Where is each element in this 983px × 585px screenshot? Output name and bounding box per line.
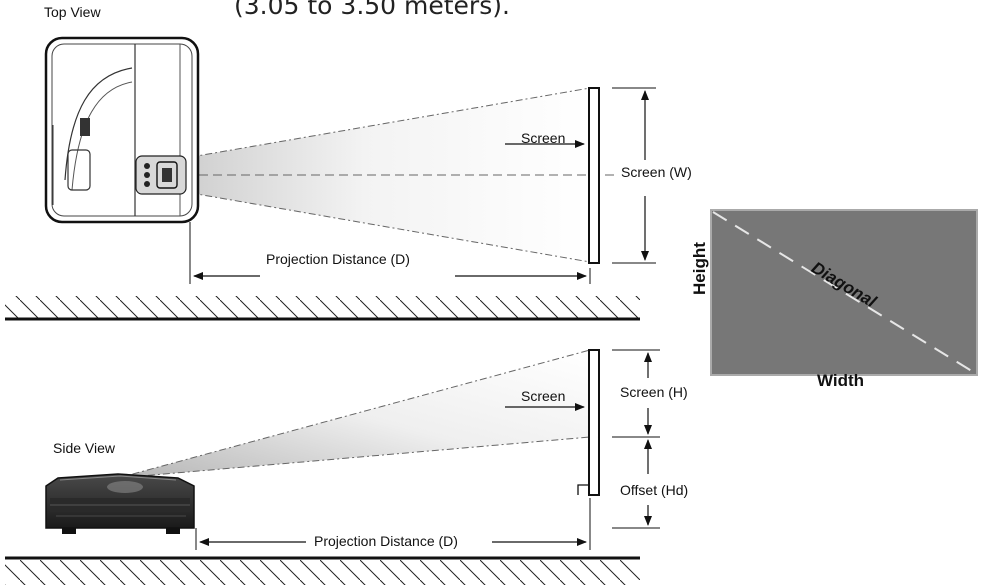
side-view-screen	[577, 349, 600, 496]
top-view-screen-label: Screen	[521, 130, 566, 146]
side-view-offset-label: Offset (Hd)	[617, 482, 692, 498]
side-view-distance-label: Projection Distance (D)	[311, 533, 461, 549]
header-cropped-text: (3.05 to 3.50 meters).	[234, 0, 510, 20]
side-view-beam	[117, 349, 591, 479]
top-view-screen	[588, 87, 600, 264]
top-view-screen-width-label: Screen (W)	[618, 164, 695, 180]
screen-size-diagram	[710, 209, 978, 376]
side-view-screen-label: Screen	[521, 388, 566, 404]
top-view-title: Top View	[44, 4, 101, 20]
side-view-screen-height-label: Screen (H)	[617, 384, 691, 400]
floor-upper	[5, 296, 640, 321]
top-view-projector	[44, 36, 200, 224]
screen-height-label: Height	[690, 242, 709, 295]
top-view-dimension-lines	[189, 87, 656, 284]
floor-lower	[5, 556, 640, 585]
side-view-projector	[45, 473, 195, 534]
top-view-distance-label: Projection Distance (D)	[266, 251, 410, 267]
side-view-title: Side View	[53, 440, 116, 456]
side-view-dimension-lines	[195, 349, 660, 550]
screen-width-label: Width	[817, 371, 865, 390]
